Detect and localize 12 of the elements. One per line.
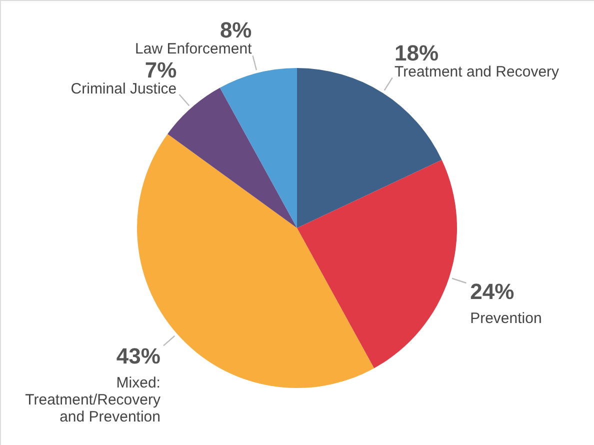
slice-label: Prevention xyxy=(470,310,542,328)
pie-slice xyxy=(297,160,457,368)
slice-label: Law Enforcement xyxy=(135,40,253,58)
slice-label: Criminal Justice xyxy=(70,80,177,98)
data-label: 24% xyxy=(470,279,514,304)
data-label: 8% xyxy=(220,18,252,43)
data-label: 18% xyxy=(394,40,439,66)
slice-label: Treatment and Recovery xyxy=(394,63,560,80)
pie-slice xyxy=(220,68,297,228)
data-label: 7% xyxy=(144,57,177,82)
slice-label: Mixed: Treatment/Recovery and Prevention xyxy=(25,374,161,426)
data-label: 43% xyxy=(116,343,160,368)
